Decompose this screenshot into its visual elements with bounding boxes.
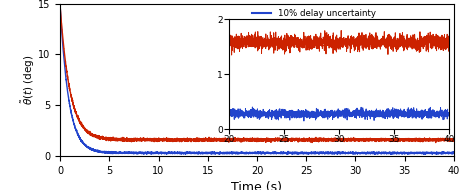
- Y-axis label: $\tilde{\theta}(t)$ (deg): $\tilde{\theta}(t)$ (deg): [19, 55, 37, 105]
- X-axis label: Time (s): Time (s): [232, 181, 282, 190]
- Legend: 10% delay uncertainty, 50% delay uncertainty: 10% delay uncertainty, 50% delay uncerta…: [250, 7, 378, 32]
